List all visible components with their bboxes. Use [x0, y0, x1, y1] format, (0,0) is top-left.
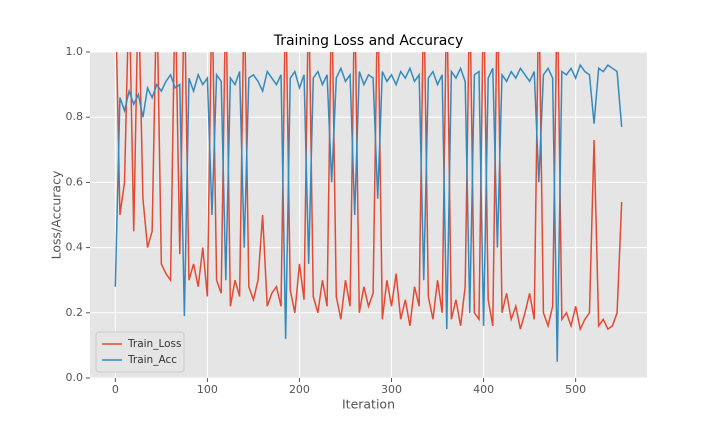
- data-line: [115, 52, 623, 332]
- y-tick-label: 0.4: [66, 241, 84, 254]
- chart-title: Training Loss and Accuracy: [273, 33, 464, 49]
- x-tick-label: 100: [197, 383, 218, 396]
- y-tick-label: 0.2: [66, 306, 84, 319]
- x-tick-label: 400: [473, 383, 494, 396]
- y-tick-label: 0.6: [66, 175, 84, 188]
- y-tick-label: 0.0: [66, 371, 84, 384]
- y-tick-label: 1.0: [66, 45, 84, 58]
- x-tick-label: 200: [289, 383, 310, 396]
- x-tick-label: 300: [381, 383, 402, 396]
- y-axis-label: Loss/Accuracy: [49, 170, 64, 259]
- data-line: [114, 63, 623, 362]
- legend-label: Train_Loss: [127, 338, 181, 350]
- legend-box: [95, 331, 185, 373]
- x-axis-label: Iteration: [342, 397, 395, 412]
- legend-label: Train_Acc: [127, 354, 177, 366]
- y-tick-label: 0.8: [66, 110, 84, 123]
- x-tick-label: 0: [112, 383, 119, 396]
- x-tick-label: 500: [565, 383, 586, 396]
